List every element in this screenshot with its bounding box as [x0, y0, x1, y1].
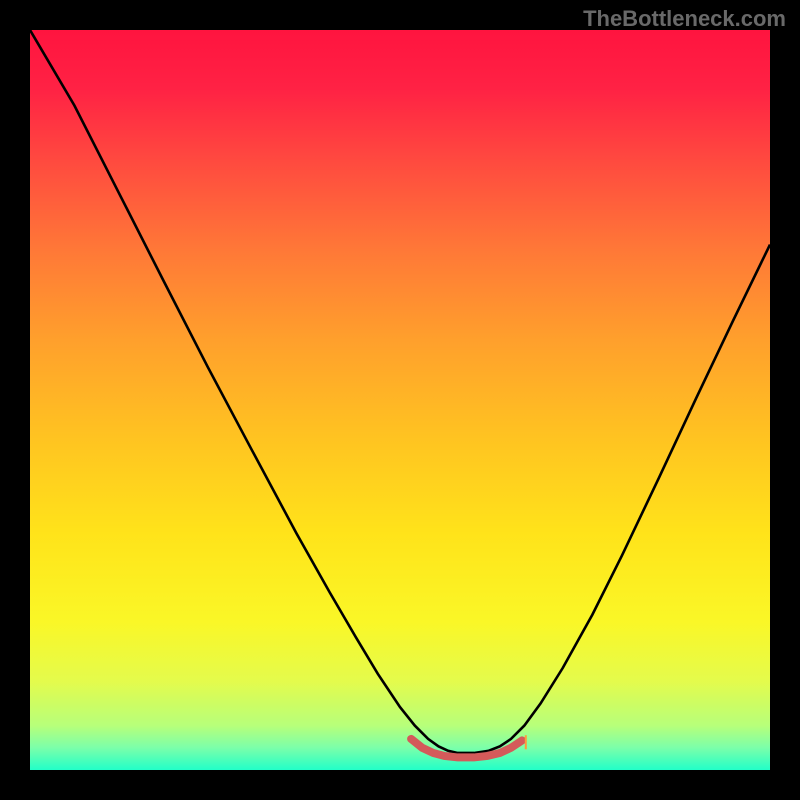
plot-area: [30, 30, 770, 770]
gradient-background: [30, 30, 770, 770]
chart-svg: [30, 30, 770, 770]
chart-container: TheBottleneck.com: [0, 0, 800, 800]
watermark-text: TheBottleneck.com: [583, 6, 786, 32]
